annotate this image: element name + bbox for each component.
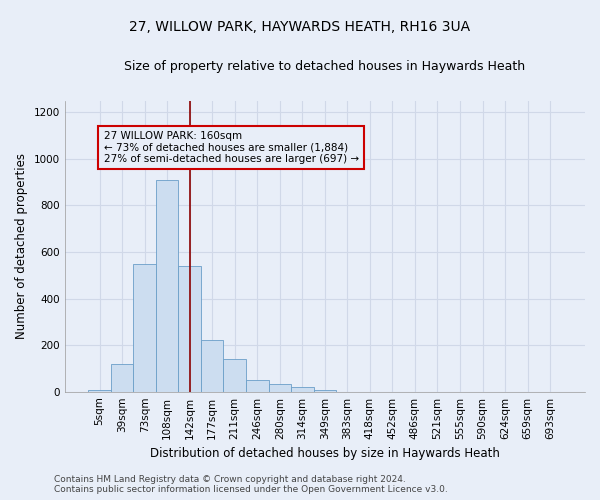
Bar xyxy=(88,390,111,392)
Bar xyxy=(269,384,291,392)
Bar xyxy=(291,388,314,392)
Bar xyxy=(156,180,178,392)
Text: 27 WILLOW PARK: 160sqm
← 73% of detached houses are smaller (1,884)
27% of semi-: 27 WILLOW PARK: 160sqm ← 73% of detached… xyxy=(104,131,359,164)
Y-axis label: Number of detached properties: Number of detached properties xyxy=(15,153,28,339)
Bar xyxy=(314,390,336,392)
Bar xyxy=(223,359,246,392)
Bar xyxy=(111,364,133,392)
Bar xyxy=(246,380,269,392)
X-axis label: Distribution of detached houses by size in Haywards Heath: Distribution of detached houses by size … xyxy=(150,447,500,460)
Bar xyxy=(133,264,156,392)
Text: Contains HM Land Registry data © Crown copyright and database right 2024.
Contai: Contains HM Land Registry data © Crown c… xyxy=(54,474,448,494)
Title: Size of property relative to detached houses in Haywards Heath: Size of property relative to detached ho… xyxy=(124,60,526,73)
Bar xyxy=(201,340,223,392)
Bar xyxy=(178,266,201,392)
Text: 27, WILLOW PARK, HAYWARDS HEATH, RH16 3UA: 27, WILLOW PARK, HAYWARDS HEATH, RH16 3U… xyxy=(130,20,470,34)
